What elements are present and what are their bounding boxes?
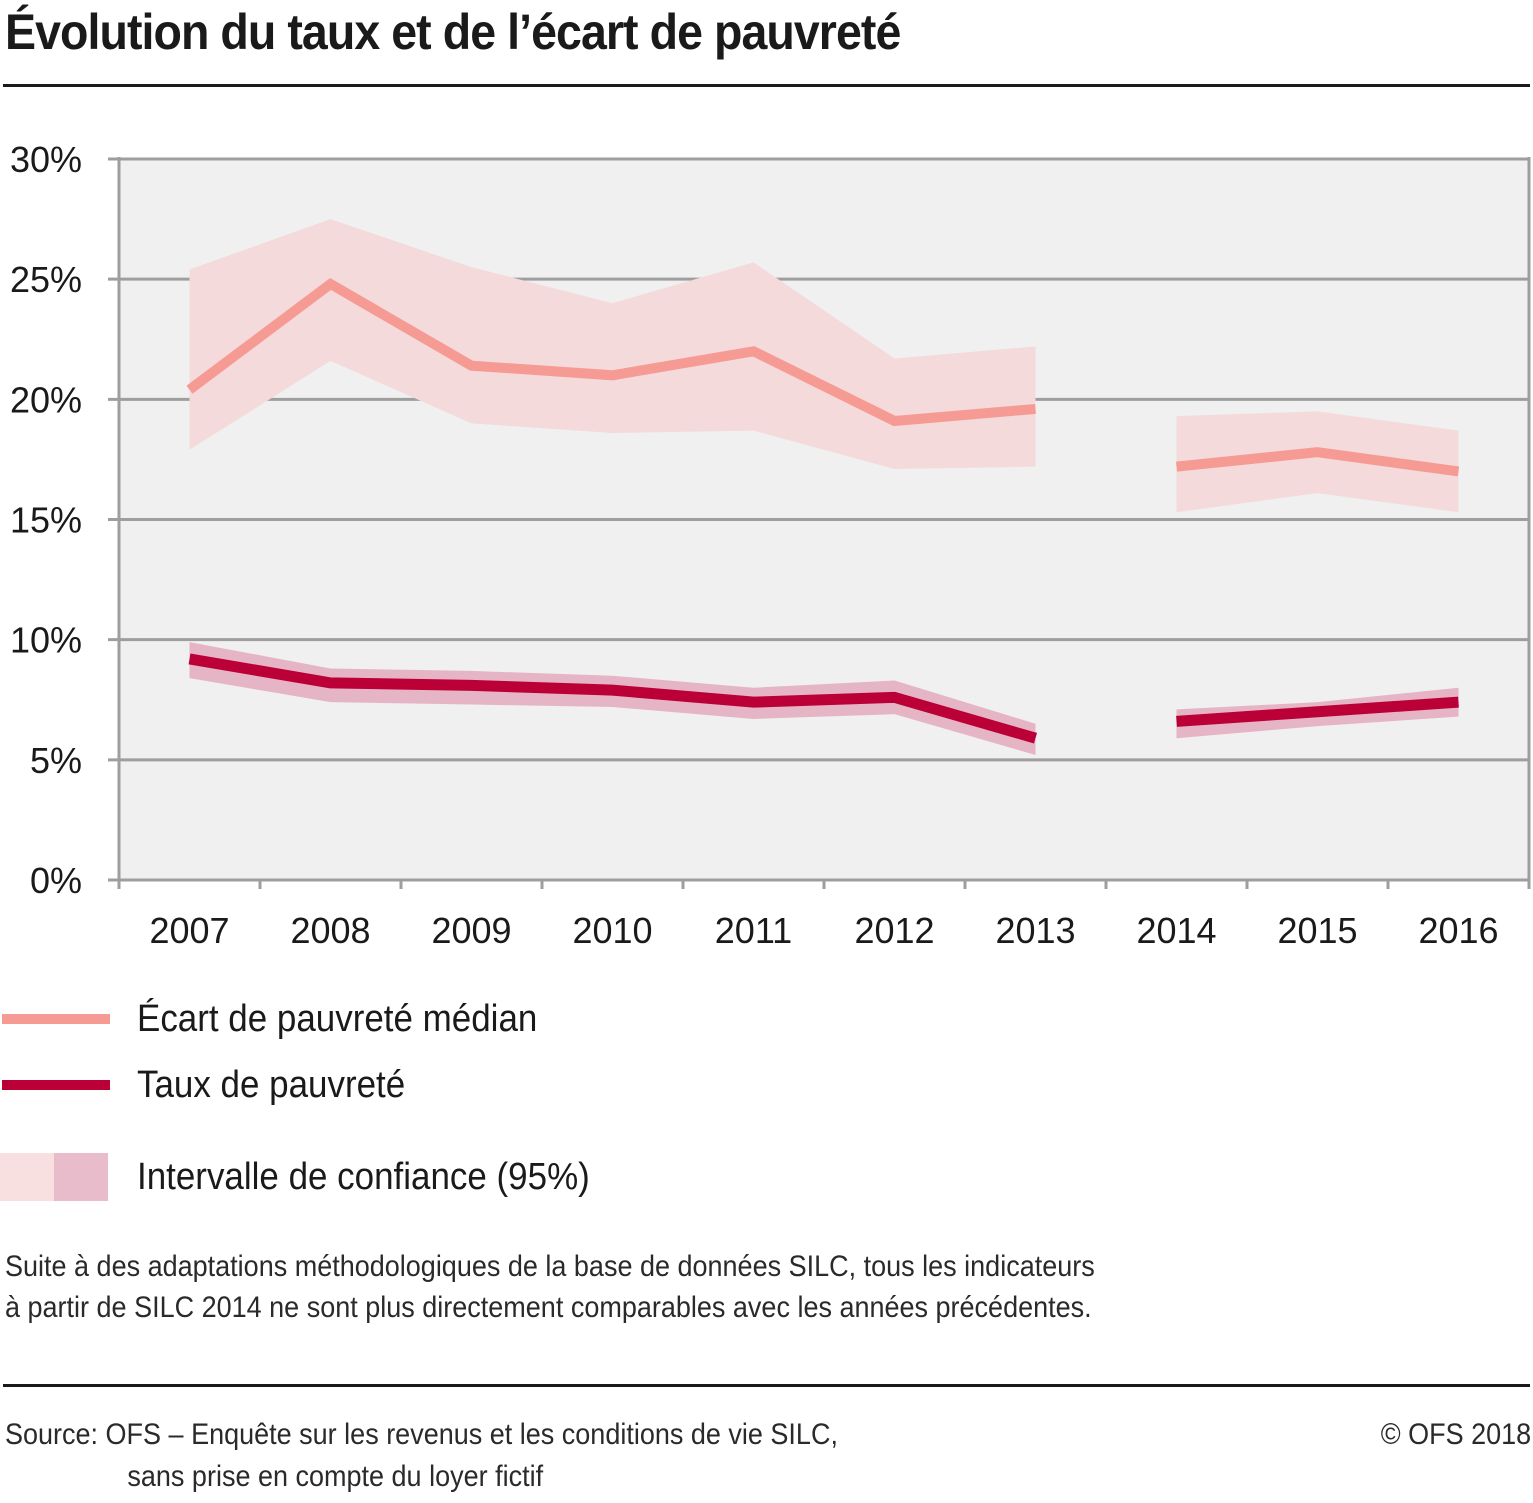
ci-band-ecart-seg1	[189, 219, 1036, 470]
x-tick-label: 2009	[431, 910, 511, 951]
series-line-ecart-seg1	[186, 277, 1036, 427]
series-line-taux-seg1	[188, 653, 1038, 744]
legend-label-ci: Intervalle de confiance (95%)	[137, 1156, 590, 1198]
methodology-note: Suite à des adaptations méthodologiques …	[5, 1246, 1095, 1328]
legend-label-ecart: Écart de pauvreté médian	[137, 998, 538, 1040]
legend-swatch-taux	[2, 1080, 110, 1090]
note-line-2: à partir de SILC 2014 ne sont plus direc…	[5, 1291, 1092, 1324]
source-line-2: sans prise en compte du loyer fictif	[127, 1460, 544, 1493]
y-tick-label: 15%	[10, 500, 82, 541]
x-tick-label: 2007	[149, 910, 229, 951]
legend-swatch-ci-ecart	[0, 1153, 54, 1201]
title-divider	[3, 84, 1530, 87]
series-lines	[186, 277, 1460, 744]
y-tick-label: 5%	[30, 740, 82, 781]
footer-divider	[3, 1384, 1530, 1387]
source-text: Source: OFS – Enquête sur les revenus et…	[5, 1414, 838, 1498]
ci-band-taux-seg1	[189, 642, 1036, 756]
x-tick-label: 2015	[1277, 910, 1357, 951]
x-tick-label: 2011	[715, 910, 792, 951]
ci-band-ecart-seg2	[1176, 411, 1459, 513]
y-tick-label: 20%	[10, 379, 82, 420]
confidence-bands	[189, 219, 1459, 756]
y-tick-label: 25%	[10, 259, 82, 300]
y-tick-label: 0%	[30, 860, 82, 901]
x-tick-label: 2013	[995, 910, 1075, 951]
line-chart: 0% 5% 10% 15% 20% 25% 30% 2007 2008 2009 2010 2011…	[10, 139, 1531, 951]
x-tick-label: 2016	[1418, 910, 1498, 951]
copyright: © OFS 2018	[1380, 1418, 1531, 1451]
x-tick-label: 2008	[290, 910, 370, 951]
x-tick-label: 2010	[572, 910, 652, 951]
y-tick-labels: 0% 5% 10% 15% 20% 25% 30%	[10, 139, 82, 901]
y-tick-label: 10%	[10, 620, 82, 661]
legend-swatch-ecart	[2, 1014, 110, 1024]
axes	[108, 157, 1531, 889]
x-tick-label: 2014	[1136, 910, 1216, 951]
gridlines	[108, 157, 1529, 882]
x-tick-labels: 2007 2008 2009 2010 2011 2012 2013 2014 2015 2016	[149, 910, 1498, 951]
y-tick-label: 30%	[10, 139, 82, 180]
source-line-1: Source: OFS – Enquête sur les revenus et…	[5, 1418, 838, 1451]
series-line-ecart-seg2	[1175, 447, 1460, 477]
chart-title: Évolution du taux et de l’écart de pauvr…	[5, 4, 901, 60]
x-tick-label: 2012	[854, 910, 934, 951]
legend-label-taux: Taux de pauvreté	[137, 1064, 406, 1106]
series-line-taux-seg2	[1176, 696, 1459, 727]
note-line-1: Suite à des adaptations méthodologiques …	[5, 1250, 1095, 1283]
legend-swatch-ci-taux	[54, 1153, 108, 1201]
